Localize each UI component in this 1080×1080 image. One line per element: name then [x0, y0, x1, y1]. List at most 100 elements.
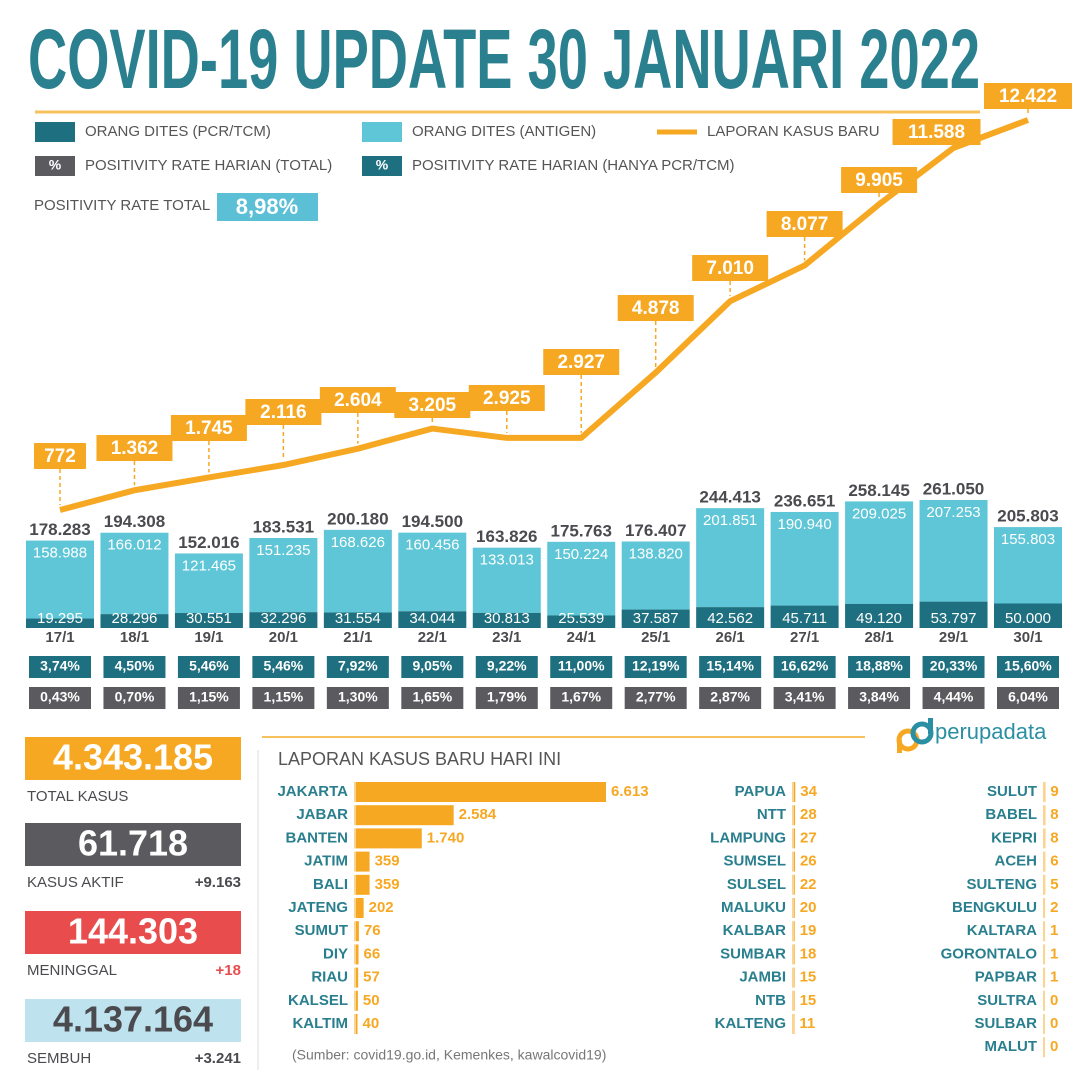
x-tick-label: 30/1	[1013, 629, 1042, 646]
antigen-label: 160.456	[405, 537, 459, 554]
province-label: SUMUT	[295, 922, 348, 939]
case-label: 772	[44, 446, 76, 467]
antigen-label: 207.253	[926, 504, 980, 521]
value-label: 5	[1050, 876, 1058, 893]
antigen-label: 155.803	[1001, 531, 1055, 548]
province-label: KEPRI	[991, 829, 1037, 846]
value-label: 359	[375, 853, 400, 870]
province-label: JATENG	[288, 899, 348, 916]
province-label: SULSEL	[727, 876, 786, 893]
bar	[356, 851, 370, 872]
rate-box	[922, 656, 985, 678]
province-label: SULTENG	[966, 876, 1037, 893]
rate-label: 4,44%	[934, 689, 974, 705]
rate-box	[624, 687, 687, 709]
province-label: BENGKULU	[952, 899, 1037, 916]
rate-box	[699, 687, 762, 709]
pcr-label: 31.554	[335, 610, 381, 627]
bar-antigen	[845, 501, 914, 604]
total-label: 163.826	[476, 527, 537, 546]
value-label: 76	[364, 922, 381, 939]
case-label: 4.878	[632, 298, 680, 319]
case-label: 3.205	[409, 395, 457, 416]
stat-label: KASUS AKTIF	[27, 874, 124, 891]
case-label-box	[394, 392, 471, 418]
bar	[794, 828, 796, 849]
case-label: 11.588	[908, 122, 965, 143]
stat-change: +3.241	[195, 1050, 241, 1067]
stat-change: +9.163	[195, 874, 241, 891]
stat-box	[25, 823, 241, 866]
antigen-label: 201.851	[703, 512, 757, 529]
case-label: 2.925	[483, 388, 531, 409]
legend-label: LAPORAN KASUS BARU	[707, 123, 880, 140]
bar	[794, 851, 795, 872]
case-label-box	[245, 399, 322, 425]
total-label: 258.145	[848, 481, 909, 500]
bar	[356, 805, 454, 826]
bar	[356, 782, 606, 802]
rate-label: 20,33%	[930, 658, 978, 674]
pcr-label: 49.120	[856, 610, 902, 627]
value-label: 0	[1050, 1038, 1058, 1055]
legend-swatch	[35, 156, 75, 176]
rate-box	[326, 687, 389, 709]
total-label: 175.763	[551, 521, 612, 540]
bar-pcr	[249, 612, 318, 628]
case-label-box	[543, 349, 620, 375]
rate-box	[848, 656, 911, 678]
bar	[356, 874, 370, 895]
value-label: 0	[1050, 992, 1058, 1009]
case-label: 1.362	[111, 438, 159, 459]
bar	[794, 898, 795, 918]
logo: perupadata	[935, 719, 1047, 744]
total-label: 261.050	[923, 479, 984, 498]
bar-antigen	[621, 541, 690, 610]
stat-box	[25, 911, 241, 954]
province-label: PAPUA	[735, 783, 787, 800]
bar-pcr	[696, 607, 765, 628]
total-rate-value: 8,98%	[236, 194, 298, 219]
bar-pcr	[547, 615, 616, 628]
stat-value: 144.303	[68, 911, 198, 952]
value-label: 1	[1050, 969, 1058, 986]
pcr-label: 37.587	[633, 610, 679, 627]
value-label: 11	[799, 1015, 815, 1032]
province-label: NTT	[757, 806, 786, 823]
total-label: 194.500	[402, 512, 463, 531]
rate-label: 1,15%	[264, 689, 304, 705]
rate-label: 2,87%	[710, 689, 750, 705]
bar-antigen	[547, 541, 616, 616]
total-label: 178.283	[29, 520, 90, 539]
pcr-label: 28.296	[112, 610, 158, 627]
rate-box	[401, 656, 464, 678]
legend-label: ORANG DITES (ANTIGEN)	[412, 123, 596, 140]
case-label: 2.927	[557, 352, 605, 373]
pcr-label: 50.000	[1005, 610, 1051, 627]
bar-pcr	[621, 609, 690, 628]
bar	[356, 898, 364, 918]
value-label: 202	[369, 899, 394, 916]
province-label: KALBAR	[723, 922, 786, 939]
antigen-label: 166.012	[107, 537, 161, 554]
case-label-box	[766, 211, 843, 237]
bar-pcr	[919, 601, 988, 628]
rate-box	[699, 656, 762, 678]
antigen-label: 150.224	[554, 546, 608, 563]
total-label: 244.413	[699, 488, 760, 507]
logo-icon	[896, 718, 934, 753]
value-label: 19	[800, 922, 817, 939]
case-label-box	[892, 119, 981, 145]
total-label: 194.308	[104, 512, 165, 531]
rate-label: 4,50%	[115, 658, 155, 674]
province-label: NTB	[755, 992, 786, 1009]
province-label: ACEH	[994, 853, 1037, 870]
rate-box	[103, 656, 166, 678]
case-line	[59, 117, 1030, 513]
antigen-label: 190.940	[777, 516, 831, 533]
total-label: 205.803	[997, 507, 1058, 526]
bar	[794, 805, 796, 826]
rate-box	[773, 656, 836, 678]
value-label: 1	[1050, 922, 1058, 939]
province-label: JATIM	[304, 853, 348, 870]
